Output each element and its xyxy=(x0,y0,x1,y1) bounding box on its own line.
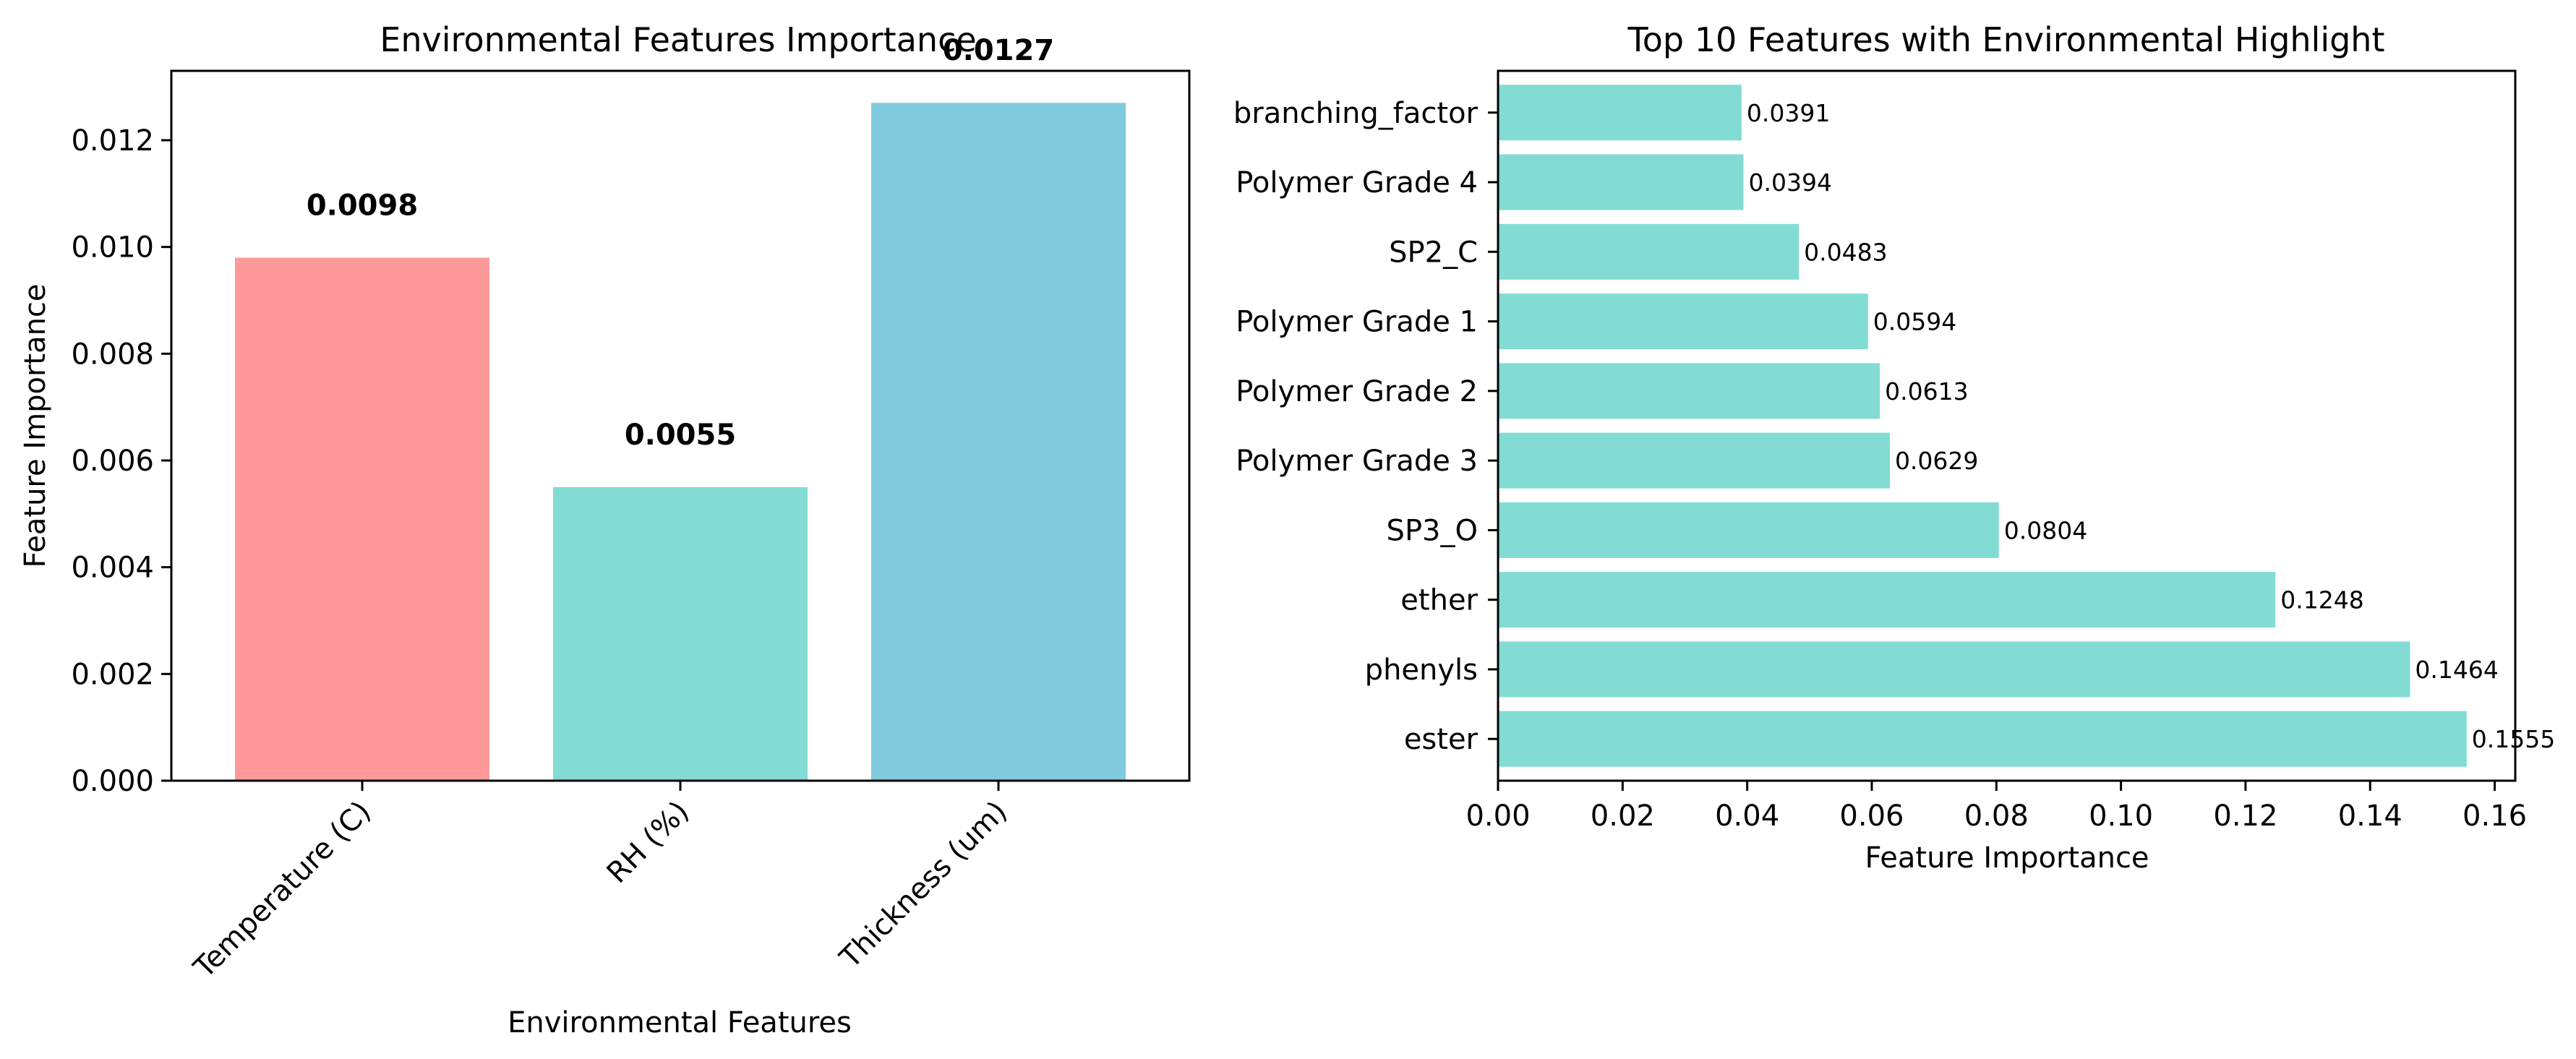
right-bar-value-label: 0.0629 xyxy=(1895,447,1978,475)
left-y-tick-label: 0.004 xyxy=(71,552,154,585)
right-y-tick-label: branching_factor xyxy=(1233,97,1479,130)
right-bar xyxy=(1498,223,1800,280)
left-bar xyxy=(871,103,1126,781)
right-x-tick-label: 0.00 xyxy=(1465,799,1530,833)
right-bar-value-label: 0.0391 xyxy=(1747,99,1830,127)
right-bar xyxy=(1498,711,2467,767)
left-bar-value-label: 0.0127 xyxy=(943,34,1054,67)
right-plot-frame xyxy=(1497,69,2517,782)
left-x-axis-label: Environmental Features xyxy=(508,1006,852,1039)
right-bar-value-label: 0.0594 xyxy=(1873,308,1956,336)
right-y-ticks: ester phenyls ether SP3_O Polymer Grade 3 Pol… xyxy=(1233,97,1498,756)
left-value-labels: 0.0098 0.0055 0.0127 xyxy=(307,34,1054,452)
left-bars xyxy=(235,103,1126,781)
right-bar-value-label: 0.0483 xyxy=(1804,238,1887,266)
right-bar xyxy=(1498,502,1999,558)
right-x-tick-label: 0.16 xyxy=(2462,799,2527,833)
right-y-tick-label: ether xyxy=(1400,584,1478,617)
left-bar xyxy=(235,257,489,781)
right-x-tick-label: 0.12 xyxy=(2213,799,2277,833)
right-bar xyxy=(1498,154,1744,210)
left-bar-value-label: 0.0098 xyxy=(307,189,418,222)
left-y-tick-label: 0.010 xyxy=(71,231,154,265)
left-y-ticks: 0.000 0.002 0.004 0.006 0.008 0.010 0.012 xyxy=(71,124,171,798)
right-bar-value-label: 0.1248 xyxy=(2280,586,2363,614)
right-y-tick-label: Polymer Grade 1 xyxy=(1236,306,1478,339)
right-bars xyxy=(1498,85,2467,767)
right-bar xyxy=(1498,572,2276,628)
left-y-tick-label: 0.000 xyxy=(71,765,154,798)
right-y-tick-label: ester xyxy=(1404,723,1479,756)
right-y-tick-label: SP3_O xyxy=(1387,514,1478,547)
left-y-axis-label: Feature Importance xyxy=(19,283,52,567)
left-y-tick-label: 0.002 xyxy=(71,658,154,691)
right-bar-value-label: 0.1555 xyxy=(2472,725,2555,753)
right-y-tick-label: Polymer Grade 2 xyxy=(1236,375,1478,408)
right-x-axis-label: Feature Importance xyxy=(1865,841,2149,875)
left-y-tick-label: 0.006 xyxy=(71,445,154,478)
left-chart-title: Environmental Features Importance xyxy=(380,20,976,59)
right-bar-value-label: 0.0613 xyxy=(1885,377,1968,406)
right-bar-value-label: 0.0394 xyxy=(1748,168,1831,197)
right-bar-value-label: 0.1464 xyxy=(2415,656,2498,684)
right-bar xyxy=(1498,432,1890,489)
right-bar xyxy=(1498,641,2410,698)
right-bar-value-label: 0.0804 xyxy=(2004,516,2087,544)
left-y-tick-label: 0.008 xyxy=(71,338,154,371)
right-bar xyxy=(1498,363,1880,419)
right-value-labels: 0.1555 0.1464 0.1248 0.0804 0.0629 0.0613 0.05… xyxy=(1747,99,2555,753)
right-x-tick-label: 0.02 xyxy=(1591,799,1655,833)
left-plot-frame xyxy=(170,69,1191,782)
right-x-tick-label: 0.10 xyxy=(2089,799,2153,833)
left-y-tick-label: 0.012 xyxy=(71,124,154,158)
right-x-tick-label: 0.08 xyxy=(1964,799,2029,833)
right-bar xyxy=(1498,85,1742,141)
right-x-tick-label: 0.06 xyxy=(1839,799,1904,833)
right-chart-title: Top 10 Features with Environmental Highl… xyxy=(1627,20,2384,59)
right-y-tick-label: phenyls xyxy=(1365,653,1478,687)
left-bar-value-label: 0.0055 xyxy=(625,419,736,452)
right-bar xyxy=(1498,293,1868,350)
right-x-tick-label: 0.04 xyxy=(1715,799,1779,833)
right-x-tick-label: 0.14 xyxy=(2338,799,2402,833)
right-y-tick-label: Polymer Grade 3 xyxy=(1236,445,1478,478)
right-y-tick-label: Polymer Grade 4 xyxy=(1236,166,1478,200)
top-features-chart: Top 10 Features with Environmental Highl… xyxy=(1233,20,2555,875)
right-x-ticks: 0.00 0.02 0.04 0.06 0.08 0.10 0.12 0.14 0.16 xyxy=(1465,781,2527,833)
right-y-tick-label: SP2_C xyxy=(1389,236,1478,269)
left-bar xyxy=(553,486,808,781)
